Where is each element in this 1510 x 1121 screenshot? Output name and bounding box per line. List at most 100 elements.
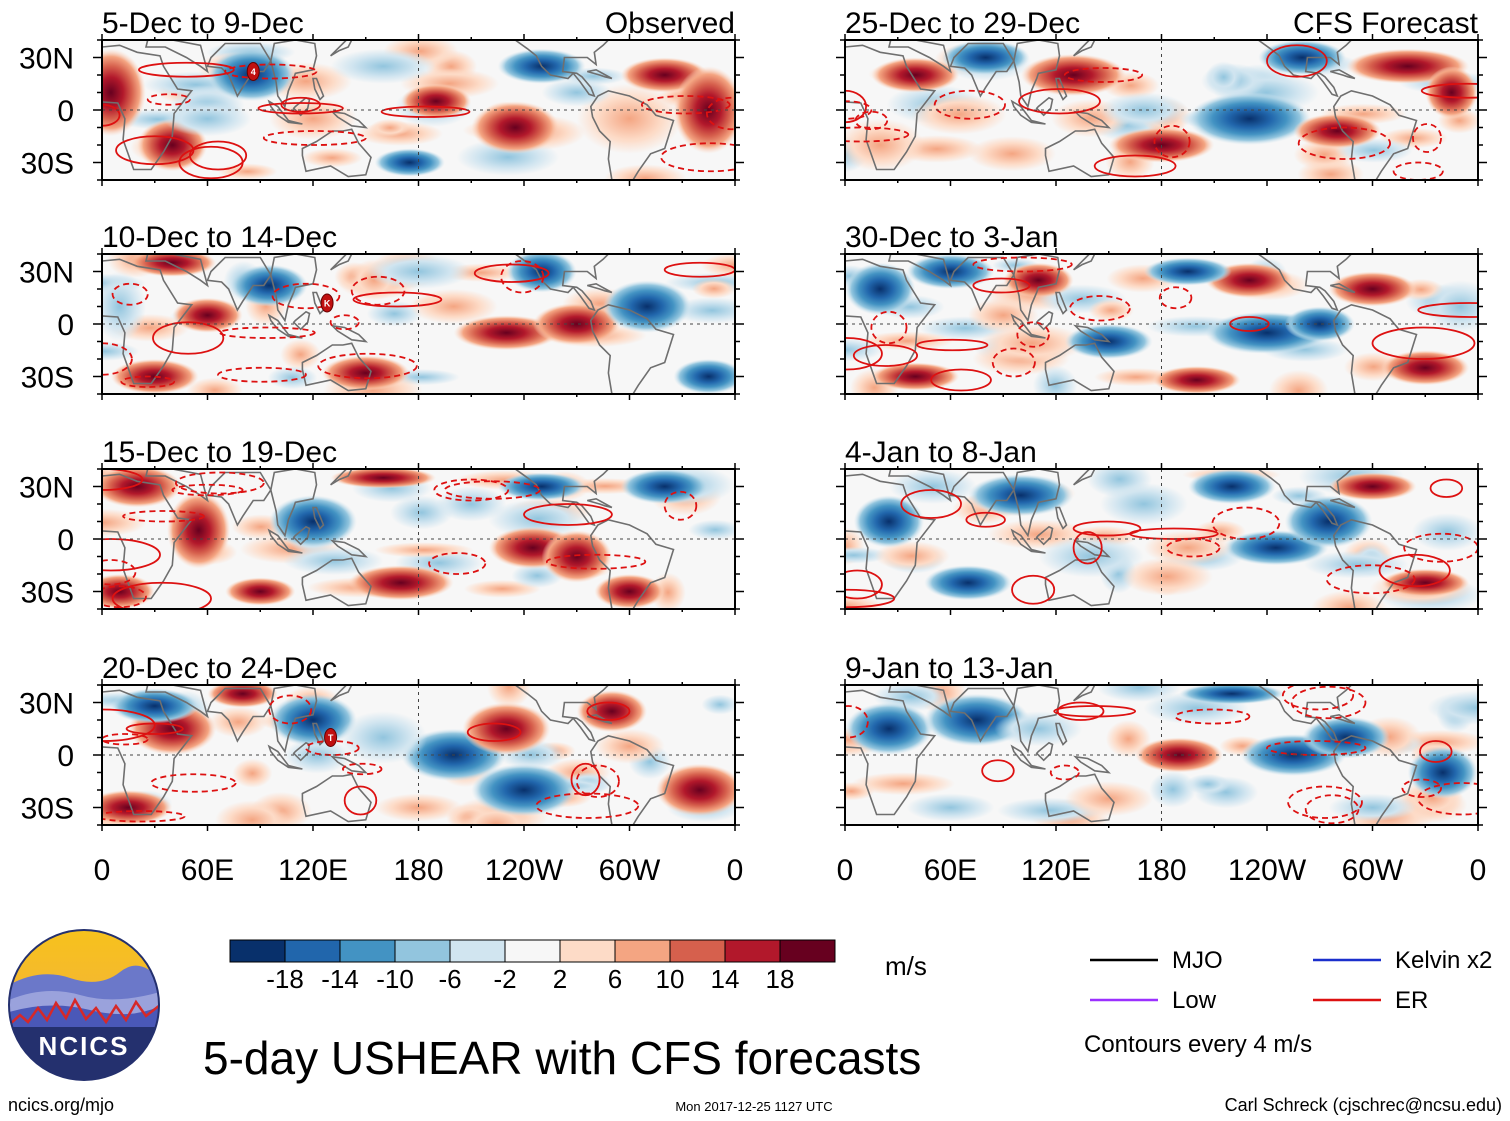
colorbar-bin	[504, 939, 561, 963]
coastline	[513, 685, 610, 743]
coastline	[1256, 254, 1353, 312]
er-contour	[473, 263, 550, 283]
footer-author[interactable]: Carl Schreck (cjschrec@ncsu.edu)	[1225, 1095, 1502, 1115]
legend-label: Low	[1172, 987, 1217, 1014]
lat-label: 30N	[19, 688, 74, 721]
shear-anomaly	[1187, 469, 1276, 504]
er-contour	[1429, 478, 1464, 498]
coastline	[144, 685, 209, 719]
er-contour	[991, 347, 1036, 378]
colorbar-tick-label: 6	[608, 964, 622, 994]
lat-label: 30N	[19, 257, 74, 290]
coastline	[1055, 506, 1068, 530]
coastline	[206, 256, 272, 312]
coastline	[1035, 96, 1054, 117]
shading-patch	[280, 338, 321, 370]
map-panel: 30-Dec to 3-Jan	[836, 221, 1487, 400]
coastline	[1330, 497, 1356, 509]
er-contour	[1392, 161, 1444, 180]
panel-title: 9-Jan to 13-Jan	[845, 652, 1053, 685]
shear-anomaly	[1293, 113, 1382, 149]
coastline	[1256, 685, 1353, 743]
coastline	[1012, 469, 1061, 538]
svg-text:4: 4	[251, 67, 256, 77]
coastline	[1012, 40, 1061, 109]
panel-title: 10-Dec to 14-Dec	[102, 221, 337, 254]
legend-item: Kelvin x2	[1313, 947, 1492, 974]
coastline	[312, 722, 325, 746]
er-contour	[1325, 564, 1416, 595]
coastline	[513, 254, 610, 312]
shear-anomaly	[853, 495, 925, 548]
shading-patch	[102, 341, 140, 361]
colorbar: -18 -14 -10 -6 -2 2 6 10 14 18	[229, 939, 836, 994]
lat-label: 30S	[21, 362, 74, 395]
shear-anomaly	[1099, 92, 1188, 128]
shading-patch	[215, 800, 290, 825]
coastline	[887, 685, 952, 719]
er-contour	[102, 103, 121, 127]
shear-anomaly	[1064, 781, 1153, 817]
shading-patch	[911, 94, 1007, 135]
logo-text: NCICS	[39, 1031, 130, 1061]
er-contour	[178, 145, 244, 180]
colorbar-tick-label: 10	[656, 964, 685, 994]
er-contour	[500, 260, 545, 294]
er-contour	[972, 277, 1031, 294]
coastline	[587, 497, 613, 509]
shading-patch	[267, 366, 318, 390]
colorbar-bin	[284, 939, 341, 963]
lon-label: 120E	[1021, 854, 1091, 887]
legend-label: Kelvin x2	[1395, 947, 1492, 974]
colorbar-bin	[339, 939, 396, 963]
lon-label: 120W	[1228, 854, 1307, 887]
coastline	[267, 528, 303, 554]
er-contour	[443, 480, 541, 500]
coastline	[102, 473, 194, 600]
er-contour	[523, 503, 613, 526]
colorbar-tick-label: -2	[493, 964, 516, 994]
shading-patch	[1411, 513, 1478, 551]
coastline	[949, 256, 1015, 312]
er-contour	[218, 326, 316, 339]
er-contour	[1174, 708, 1251, 725]
shear-anomaly	[541, 530, 612, 583]
shear-anomaly	[924, 565, 1013, 601]
shear-anomaly	[845, 262, 916, 316]
er-contour	[102, 469, 144, 491]
shear-anomaly	[1425, 280, 1478, 333]
ncics-logo[interactable]: NCICS	[8, 929, 160, 1087]
shear-anomaly	[968, 136, 1056, 172]
er-contour	[854, 110, 889, 131]
coastline	[1073, 40, 1096, 57]
shear-anomaly	[102, 574, 155, 609]
er-contour	[845, 100, 873, 120]
er-contour	[845, 569, 883, 600]
legend-item: ER	[1313, 987, 1428, 1014]
coastline	[1010, 313, 1046, 339]
coastline	[330, 324, 369, 343]
coastline	[292, 96, 311, 117]
coastline	[1073, 110, 1112, 129]
colorbar-bin	[559, 939, 616, 963]
lat-label: 0	[57, 95, 74, 128]
shear-anomaly	[207, 685, 278, 708]
shading-patch	[1205, 61, 1242, 93]
coastline	[312, 291, 325, 315]
shear-anomaly	[269, 97, 357, 140]
shear-anomaly	[532, 303, 621, 345]
storm-marker: K	[320, 293, 334, 313]
coastline	[312, 77, 325, 101]
er-contour	[1153, 124, 1191, 159]
er-contour	[152, 321, 225, 355]
er-contour	[845, 337, 883, 371]
footer-url[interactable]: ncics.org/mjo	[8, 1095, 114, 1115]
coastline	[102, 258, 194, 385]
er-contour	[111, 581, 212, 609]
er-contour	[845, 588, 896, 609]
panel-title: 15-Dec to 19-Dec	[102, 436, 337, 469]
lon-label: 60W	[599, 854, 661, 887]
er-contour	[1158, 286, 1193, 310]
coastline	[1010, 99, 1046, 125]
